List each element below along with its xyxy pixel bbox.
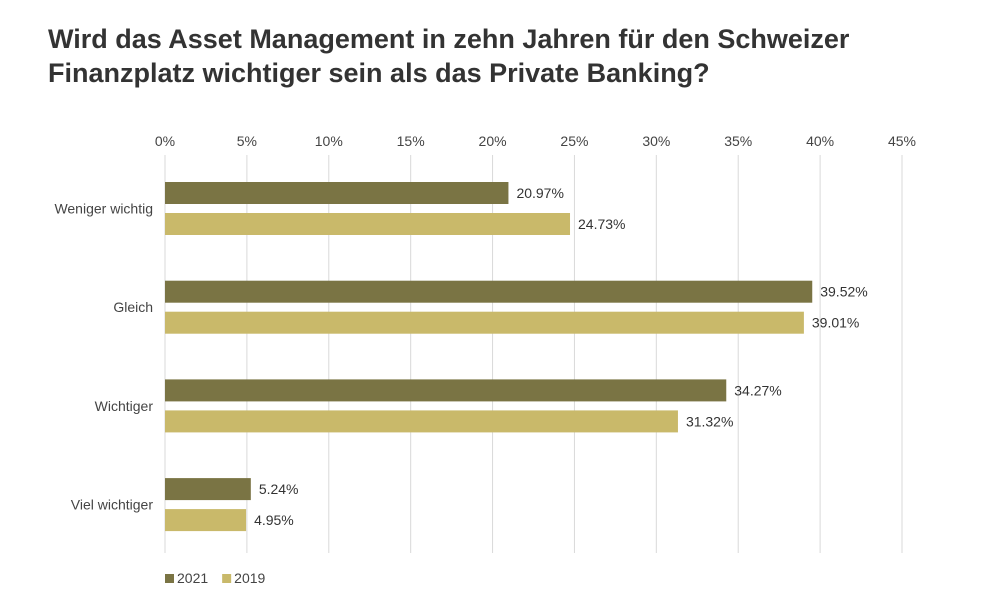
chart-title-line-2: Finanzplatz wichtiger sein als das Priva…: [48, 58, 710, 88]
legend-label-2019: 2019: [234, 570, 265, 586]
x-tick-label: 45%: [888, 133, 916, 149]
legend-label-2021: 2021: [177, 570, 208, 586]
data-label: 20.97%: [516, 185, 563, 201]
bar-2019: [165, 213, 571, 235]
data-label: 34.27%: [734, 382, 781, 398]
data-label: 39.01%: [812, 315, 859, 331]
bar-2019: [165, 509, 247, 532]
data-label: 31.32%: [686, 413, 733, 429]
data-label: 4.95%: [254, 512, 294, 528]
x-tick-label: 0%: [155, 133, 175, 149]
legend-swatch-2019: [222, 574, 232, 583]
bar-2021: [165, 478, 251, 501]
legend: 2021 2019: [165, 570, 266, 586]
x-tick-label: 25%: [560, 133, 588, 149]
chart-title-line-1: Wird das Asset Management in zehn Jahren…: [48, 24, 850, 54]
x-tick-label: 35%: [724, 133, 752, 149]
data-label: 24.73%: [578, 216, 625, 232]
x-axis-ticks: 0% 5% 10% 15% 20% 25% 30% 35% 40% 45%: [155, 133, 916, 149]
bar-2019: [165, 410, 678, 433]
category-labels: Weniger wichtig Gleich Wichtiger Viel wicht…: [54, 201, 153, 513]
x-tick-label: 5%: [237, 133, 257, 149]
data-label: 39.52%: [820, 284, 867, 300]
category-label: Viel wichtiger: [71, 497, 154, 513]
bar-2021: [165, 379, 727, 402]
bars: 20.97% 24.73% 39.52% 39.01% 34.27%31.32% 5.24…: [165, 182, 868, 532]
legend-swatch-2021: [165, 574, 174, 583]
chart-title: Wird das Asset Management in zehn Jahren…: [48, 22, 948, 90]
data-label: 5.24%: [259, 481, 299, 497]
x-tick-label: 30%: [642, 133, 670, 149]
category-label: Weniger wichtig: [54, 201, 153, 217]
bar-2021: [165, 182, 509, 204]
x-tick-label: 10%: [315, 133, 343, 149]
x-tick-label: 20%: [479, 133, 507, 149]
x-tick-label: 40%: [806, 133, 834, 149]
category-label: Gleich: [113, 299, 153, 315]
bar-2019: [165, 311, 804, 334]
bar-2021: [165, 280, 813, 303]
x-tick-label: 15%: [397, 133, 425, 149]
category-label: Wichtiger: [95, 398, 154, 414]
